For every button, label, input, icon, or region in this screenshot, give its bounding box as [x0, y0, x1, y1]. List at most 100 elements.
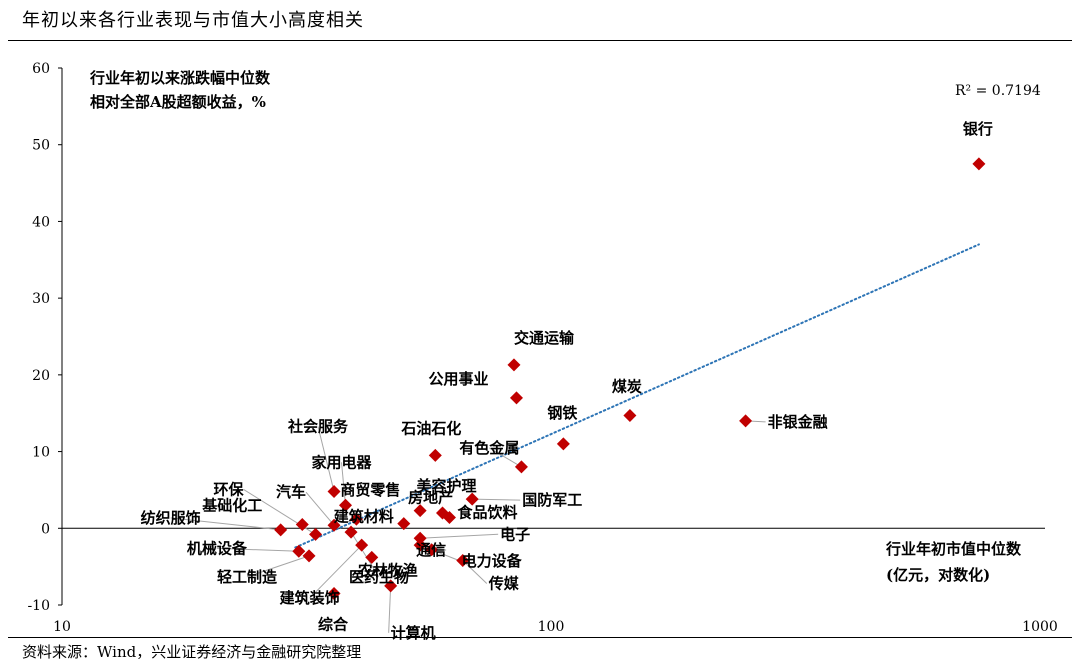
y-tick-label: 20 [32, 368, 50, 384]
title-divider [8, 40, 1072, 41]
data-point-26 [456, 554, 470, 568]
data-point-3 [507, 358, 521, 372]
data-point-20 [413, 531, 427, 545]
point-label-3: 交通运输 [514, 329, 575, 347]
data-point-8 [465, 492, 479, 506]
y-axis-label-line-2: 相对全部A股超额收益，% [90, 93, 266, 111]
data-point-5 [556, 437, 570, 451]
point-label-23: 电力设备 [462, 552, 523, 570]
point-label-21: 通信 [416, 541, 446, 559]
leader-line [489, 447, 522, 468]
y-tick-label: 50 [32, 138, 50, 154]
x-tick-label: 1000 [1022, 619, 1058, 635]
data-point-16 [309, 527, 323, 541]
point-label-30: 综合 [318, 615, 349, 633]
r-squared-label: R² = 0.7194 [955, 83, 1041, 99]
point-label-22: 机械设备 [187, 539, 248, 557]
data-point-18 [397, 517, 411, 531]
trendline-group [294, 243, 980, 549]
point-label-0: 银行 [963, 120, 993, 138]
point-label-6: 有色金属 [459, 439, 519, 457]
point-label-15: 汽车 [276, 483, 306, 501]
data-point-24 [302, 549, 316, 563]
point-label-14: 商贸零售 [340, 481, 400, 499]
leader-line [170, 517, 281, 531]
data-point-23 [425, 543, 439, 557]
data-point-15 [327, 518, 341, 532]
leader-line [341, 462, 347, 506]
data-point-27 [355, 538, 369, 552]
data-point-25 [365, 550, 379, 564]
y-axis-label-line-1: 行业年初以来涨跌幅中位数 [89, 69, 271, 87]
point-label-7: 石油石化 [400, 419, 461, 437]
point-label-11: 房地产 [408, 489, 453, 507]
point-label-9: 美容护理 [417, 477, 477, 495]
leader-line [388, 585, 392, 633]
point-label-16: 环保 [214, 480, 245, 498]
point-label-17: 基础化工 [201, 496, 262, 514]
data-point-0 [972, 157, 986, 171]
data-point-19 [274, 523, 288, 537]
leader-line [305, 491, 335, 526]
data-points [274, 157, 986, 600]
data-point-22 [292, 544, 306, 558]
data-point-10 [442, 511, 456, 525]
point-label-29: 计算机 [391, 624, 436, 642]
point-label-25: 农林牧渔 [357, 561, 418, 579]
point-label-10: 食品饮料 [457, 504, 517, 522]
axes: -10 0 10 20 30 40 50 60 10 100 1000 [27, 61, 1057, 635]
leader-lines [170, 420, 766, 633]
data-point-13 [339, 498, 353, 512]
data-point-4 [509, 391, 523, 405]
leader-line [462, 560, 488, 584]
leader-line [246, 555, 310, 578]
data-point-29 [384, 579, 398, 593]
point-label-26: 传媒 [488, 575, 520, 593]
data-point-21 [413, 538, 427, 552]
point-label-18: 建筑材料 [334, 508, 394, 526]
leader-line [472, 498, 521, 501]
data-point-28 [344, 525, 358, 539]
point-label-13: 家用电器 [312, 453, 373, 471]
data-point-2 [623, 409, 637, 423]
y-tick-label: 30 [32, 291, 50, 307]
leader-line [216, 547, 299, 552]
chart-title: 年初以来各行业表现与市值大小高度相关 [22, 10, 364, 31]
source-note: 资料来源：Wind，兴业证券经济与金融研究院整理 [22, 643, 362, 661]
point-label-8: 国防军工 [522, 491, 582, 509]
x-axis-label-line-2: (亿元，对数化) [886, 566, 990, 584]
data-point-11 [413, 504, 427, 518]
point-label-19: 纺织服饰 [141, 509, 201, 527]
y-tick-label: 60 [32, 61, 50, 77]
data-point-17 [295, 517, 309, 531]
point-label-5: 钢铁 [547, 404, 577, 422]
point-label-12: 社会服务 [287, 417, 349, 435]
point-label-20: 电子 [500, 525, 530, 543]
y-tick-label: 0 [41, 521, 50, 537]
point-label-24: 轻工制造 [217, 568, 277, 586]
point-label-4: 公用事业 [428, 370, 488, 388]
y-tick-label: 10 [32, 445, 50, 461]
x-axis-label-line-1: 行业年初市值中位数 [885, 540, 1022, 558]
data-point-6 [514, 460, 528, 474]
y-tick-label: -10 [27, 598, 50, 614]
leader-line [420, 533, 499, 539]
x-tick-label: 10 [53, 619, 71, 635]
leader-line [309, 544, 363, 599]
point-label-1: 非银金融 [768, 413, 828, 431]
y-tick-label: 40 [32, 214, 50, 230]
leader-line [350, 531, 380, 578]
trendline [294, 243, 980, 549]
x-tick-label: 100 [538, 619, 565, 635]
data-point-12 [327, 484, 341, 498]
data-point-30 [327, 586, 341, 600]
data-point-14 [349, 512, 363, 526]
footer-divider [8, 637, 1072, 638]
point-label-2: 煤炭 [612, 378, 642, 396]
data-point-1 [739, 414, 753, 428]
leader-line [317, 426, 335, 492]
point-label-28: 医药生物 [349, 568, 409, 586]
